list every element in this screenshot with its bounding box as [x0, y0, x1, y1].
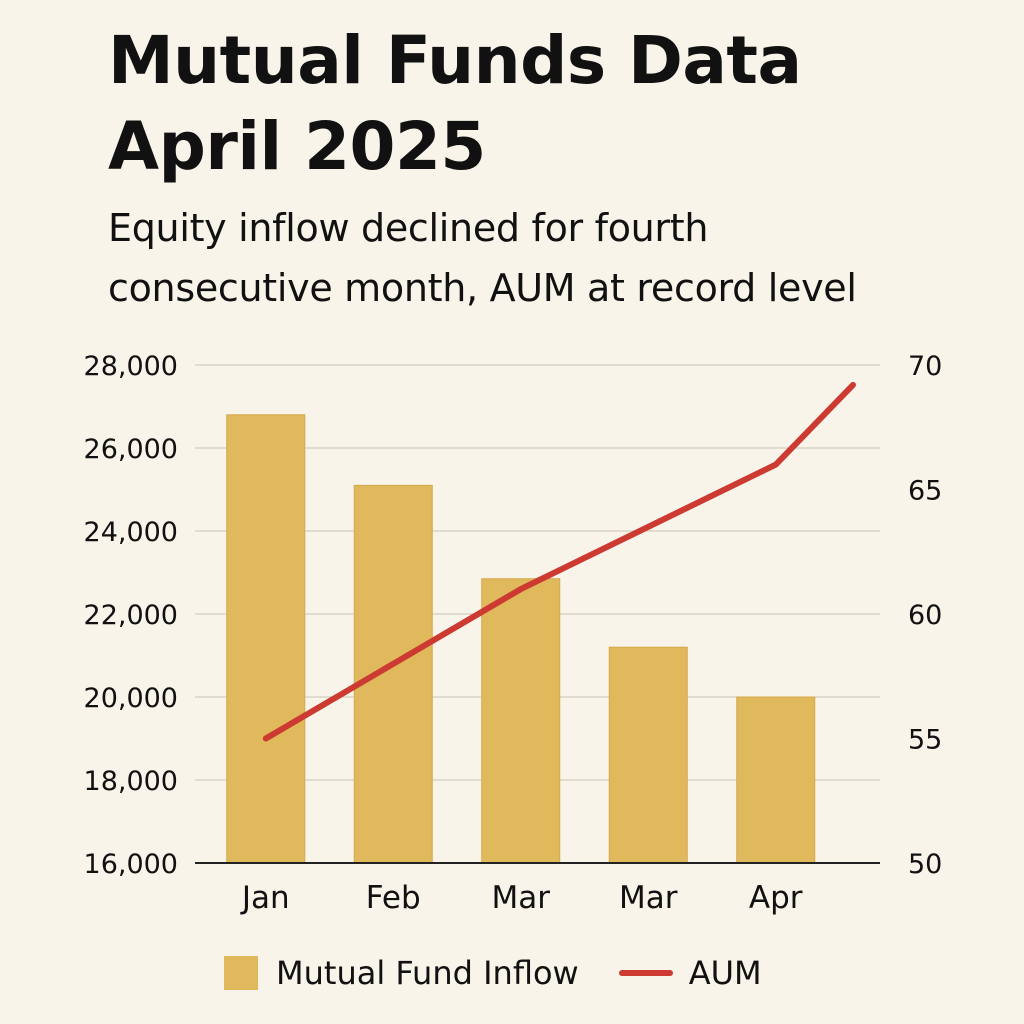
bar-mutual-fund-inflow — [608, 646, 688, 864]
category-label: Mar — [492, 880, 551, 916]
chart-title-line-1: Mutual Funds Data — [108, 22, 802, 99]
aum-line — [262, 381, 856, 742]
chart-subtitle-line-2: consecutive month, AUM at record level — [108, 266, 857, 310]
chart-subtitle: Equity inflow declined for fourth consec… — [108, 198, 1008, 318]
bar-mutual-fund-inflow — [353, 484, 433, 864]
legend-inflow-swatch — [224, 956, 258, 990]
left-axis-tick-label: 18,000 — [84, 766, 178, 797]
legend-aum-swatch — [618, 970, 673, 976]
left-axis-tick-label: 20,000 — [84, 683, 178, 714]
bar-mutual-fund-inflow — [736, 696, 816, 864]
right-axis-tick-label: 55 — [908, 725, 942, 756]
chart-subtitle-line-1: Equity inflow declined for fourth — [108, 206, 709, 250]
category-label: Mar — [619, 880, 678, 916]
right-axis-tick-label: 50 — [908, 849, 942, 880]
right-axis-tick-label: 60 — [908, 600, 942, 631]
left-axis-tick-label: 28,000 — [84, 351, 178, 382]
chart-legend: Mutual Fund Inflow AUM — [224, 950, 762, 996]
category-label: Feb — [366, 880, 421, 916]
legend-inflow-label: Mutual Fund Inflow — [276, 954, 579, 992]
left-axis-tick-label: 24,000 — [84, 517, 178, 548]
left-axis-tick-label: 26,000 — [84, 434, 178, 465]
category-label: Apr — [749, 880, 803, 916]
right-axis-tick-label: 65 — [908, 476, 942, 507]
bar-mutual-fund-inflow — [226, 414, 306, 864]
left-axis-tick-label: 22,000 — [84, 600, 178, 631]
chart-title-line-2: April 2025 — [108, 108, 486, 185]
chart-title: Mutual Funds Data April 2025 — [108, 18, 988, 190]
legend-aum-label: AUM — [688, 954, 762, 992]
category-label: Jan — [240, 880, 290, 916]
right-axis-tick-label: 70 — [908, 351, 942, 382]
bar-mutual-fund-inflow — [481, 578, 561, 864]
left-axis-tick-label: 16,000 — [84, 849, 178, 880]
